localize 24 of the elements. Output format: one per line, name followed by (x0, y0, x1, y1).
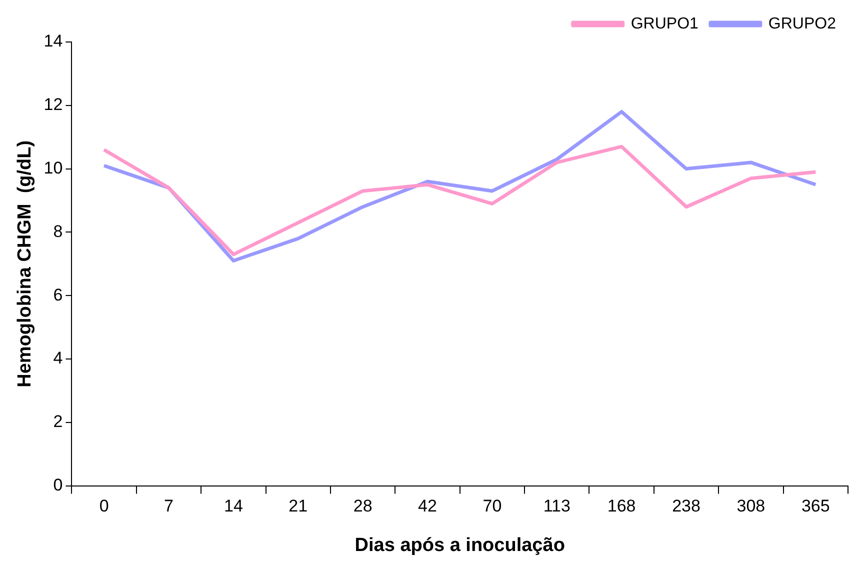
x-tick-label: 28 (353, 496, 372, 516)
x-tick-label: 7 (164, 496, 174, 516)
x-tick-label: 113 (543, 496, 570, 516)
y-tick-label: 10 (44, 158, 63, 178)
x-axis-title: Dias após a inoculação (354, 534, 565, 556)
x-tick-label: 70 (482, 496, 502, 516)
y-tick-label: 2 (53, 412, 63, 432)
x-tick-label: 42 (418, 496, 437, 516)
x-tick-label: 365 (801, 496, 830, 516)
y-tick-label: 8 (53, 222, 63, 241)
y-tick-label: 4 (53, 348, 63, 368)
x-tick-label: 308 (736, 496, 766, 516)
x-tick-label: 0 (99, 496, 109, 516)
y-tick-label: 6 (53, 285, 63, 304)
y-tick-label: 14 (44, 32, 63, 51)
x-tick-label: 238 (672, 496, 700, 516)
x-tick-label: 14 (224, 496, 243, 516)
y-tick-label: 0 (53, 475, 63, 494)
legend-label: GRUPO1 (630, 15, 699, 32)
x-tick-label: 168 (607, 496, 636, 516)
x-tick-label: 21 (288, 496, 308, 516)
y-axis-title: Hemoglobina CHGM (g/dL) (14, 140, 36, 388)
legend-label: GRUPO2 (768, 15, 836, 32)
y-tick-label: 12 (44, 95, 63, 114)
